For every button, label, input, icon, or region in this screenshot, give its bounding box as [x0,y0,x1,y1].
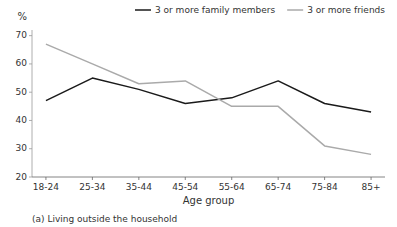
x-tick [324,177,325,180]
y-tick [29,35,32,36]
x-tick-label: 85+ [362,182,381,192]
y-tick-label: 70 [16,30,28,40]
y-tick [29,92,32,93]
y-tick [29,120,32,121]
x-tick-label: 55-64 [219,182,245,192]
x-tick-label: 75-84 [312,182,338,192]
x-axis-label: Age group [183,195,235,206]
x-ticks: 18-24 25-34 35-44 45-54 55-64 65-74 75-84 85+ [33,177,381,192]
x-tick [138,177,139,180]
x-tick [278,177,279,180]
y-tick-label: 20 [16,172,28,182]
chart: 20 30 40 50 60 70 18-24 25-34 35-44 45-54 55-64 65-… [0,0,397,227]
x-tick [371,177,372,180]
x-tick-label: 45-54 [172,182,198,192]
y-tick-label: 60 [16,58,28,68]
x-tick-label: 65-74 [265,182,291,192]
y-tick-label: 40 [16,115,28,125]
y-tick [29,177,32,178]
x-axis-line [32,177,385,178]
y-tick-label: 30 [16,143,28,153]
y-axis-line [32,30,33,177]
x-tick-label: 35-44 [126,182,152,192]
x-tick-label: 18-24 [33,182,59,192]
x-tick [92,177,93,180]
legend-label: 3 or more friends [307,5,385,15]
series-group [46,44,371,154]
series-line [46,44,371,154]
legend-swatch [287,9,303,11]
legend: 3 or more family members 3 or more friend… [135,5,385,15]
x-tick [185,177,186,180]
y-tick [29,63,32,64]
series-line [46,78,371,112]
y-ticks: 20 30 40 50 60 70 [16,30,32,181]
footnote: (a) Living outside the household [32,214,177,224]
y-tick-label: 50 [16,87,28,97]
legend-swatch [135,9,151,11]
x-tick-label: 25-34 [79,182,105,192]
legend-item: 3 or more family members [135,5,275,15]
legend-item: 3 or more friends [287,5,385,15]
y-tick [29,148,32,149]
legend-label: 3 or more family members [155,5,275,15]
x-tick [45,177,46,180]
y-axis-label: % [17,11,27,22]
x-tick [231,177,232,180]
